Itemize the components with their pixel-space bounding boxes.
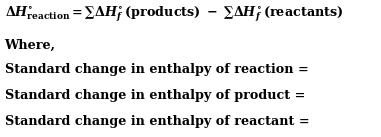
Text: Standard change in enthalpy of reaction =: Standard change in enthalpy of reaction … — [5, 63, 313, 76]
Text: Standard change in enthalpy of product =: Standard change in enthalpy of product = — [5, 89, 309, 102]
Text: Where,: Where, — [5, 38, 56, 51]
Text: Standard change in enthalpy of reactant =: Standard change in enthalpy of reactant … — [5, 115, 314, 128]
Text: $\Delta H^{\circ}_{\mathbf{reaction}} = \sum\Delta H^{\circ}_{f}\,({\rm products: $\Delta H^{\circ}_{\mathbf{reaction}} = … — [5, 4, 343, 24]
